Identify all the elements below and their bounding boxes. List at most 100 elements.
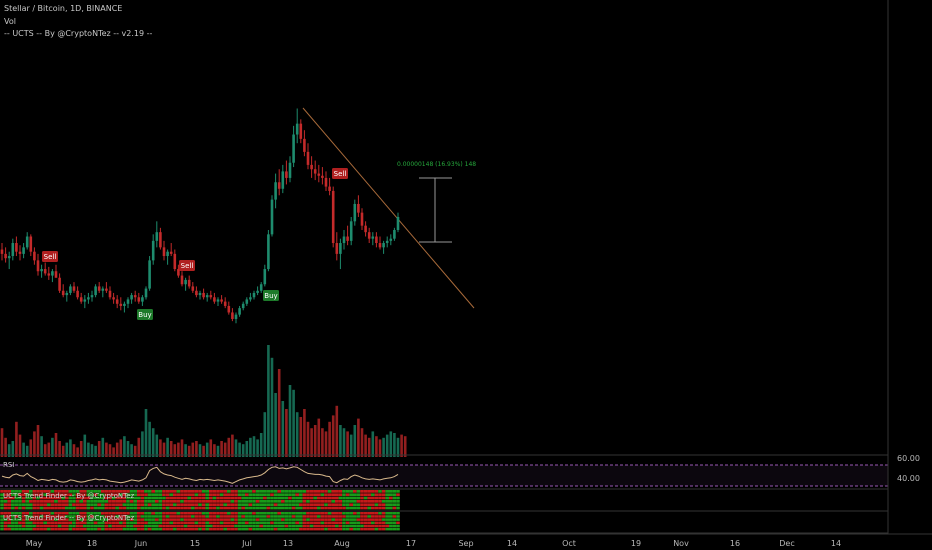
trend-cell — [363, 503, 368, 507]
time-tick: Jul — [241, 539, 252, 548]
price-axis[interactable]: 0.000014000.000013500.000013000.00001278… — [887, 0, 932, 534]
trend-cell — [133, 493, 137, 497]
trend-cell — [11, 503, 15, 507]
trend-cell — [324, 524, 328, 528]
trend-cell — [61, 521, 65, 525]
candle-body — [151, 240, 155, 261]
trend-cell — [378, 503, 382, 507]
candle-body — [51, 271, 54, 276]
trend-cell — [140, 521, 145, 525]
trend-cell — [259, 518, 263, 521]
trend-cell — [151, 496, 155, 500]
trend-cell — [252, 506, 256, 510]
volume-bar — [281, 401, 285, 457]
trend-cell — [147, 518, 152, 521]
trend-cell — [266, 493, 271, 497]
trend-cell — [331, 503, 335, 507]
trend-cell — [158, 500, 163, 503]
trend-cell — [86, 527, 91, 531]
volume-bar — [72, 444, 76, 457]
candle-body — [79, 297, 83, 302]
trend-cell — [50, 524, 55, 528]
candle-body — [40, 269, 43, 272]
trend-cell — [263, 527, 267, 531]
trend-cell — [137, 527, 141, 531]
candle-body — [105, 288, 108, 291]
trend-cell — [54, 506, 58, 510]
trend-cell — [119, 521, 123, 525]
trend-cell — [57, 524, 62, 528]
trend-cell — [270, 503, 274, 507]
trend-cell — [273, 512, 278, 515]
trend-cell — [313, 524, 317, 528]
trend-cell — [201, 521, 206, 525]
trend-cell — [259, 503, 263, 507]
trend-cell — [306, 503, 310, 507]
trend-cell — [155, 490, 159, 493]
trend-cell — [378, 518, 382, 521]
trend-cell — [374, 521, 379, 525]
trend-cell — [331, 500, 335, 503]
trend-cell — [119, 490, 123, 493]
trend-cell — [183, 500, 188, 503]
volume-bar — [331, 415, 335, 457]
trend-cell — [86, 518, 91, 521]
volume-bar — [202, 445, 205, 457]
trend-cell — [389, 524, 393, 528]
volume-bar — [375, 436, 378, 457]
trend-cell — [277, 490, 281, 493]
trend-cell — [385, 490, 389, 493]
volume-bar — [180, 439, 184, 457]
trend-cell — [378, 512, 382, 515]
trend-cell — [230, 490, 235, 493]
trend-cell — [320, 506, 325, 510]
volume-bar — [238, 442, 241, 457]
trend-cell — [25, 500, 29, 503]
trend-cell — [32, 500, 37, 503]
trend-cell — [245, 521, 249, 525]
volume-bar — [130, 444, 133, 457]
trend-cell — [234, 527, 238, 531]
candle-body — [0, 249, 4, 254]
trend-cell — [209, 490, 213, 493]
trend-cell — [295, 512, 299, 515]
trend-cell — [252, 521, 256, 525]
trend-cell — [349, 496, 353, 500]
trend-cell — [342, 521, 346, 525]
trend-cell — [101, 493, 105, 497]
trend-cell — [396, 518, 400, 521]
trend-cell — [201, 500, 206, 503]
trend-cell — [313, 503, 317, 507]
trend-cell — [133, 521, 137, 525]
trend-cell — [47, 506, 51, 510]
trend-cell — [212, 500, 217, 503]
trend-cell — [97, 503, 101, 507]
trend-cell — [338, 518, 343, 521]
trend-cell — [252, 500, 256, 503]
trend-cell — [345, 506, 350, 510]
time-tick: 14 — [831, 539, 841, 548]
time-axis[interactable]: May 18 Jun 15 Jul 13 Aug 17 Sep 14 Oct 19 Nov 16 Dec 14 — [0, 533, 932, 548]
candle-body — [375, 236, 378, 244]
trend-cell — [137, 503, 141, 507]
trend-cell — [295, 490, 299, 493]
trend-cell — [47, 512, 51, 515]
candle-body — [148, 260, 151, 289]
trend-cell — [101, 521, 105, 525]
trend-cell — [223, 518, 227, 521]
trend-cell — [137, 515, 141, 518]
trend-cell — [324, 518, 328, 521]
trend-cell — [79, 524, 83, 528]
trend-cell — [367, 500, 371, 503]
trend-cell — [295, 518, 299, 521]
trend-cell — [147, 500, 152, 503]
trend-cell — [284, 503, 289, 507]
trend-cell — [309, 518, 314, 521]
trend-cell — [349, 521, 353, 525]
trend-cell — [126, 515, 130, 518]
trend-cell — [122, 500, 127, 503]
trend-cell — [338, 496, 343, 500]
volume-bar — [169, 441, 173, 457]
